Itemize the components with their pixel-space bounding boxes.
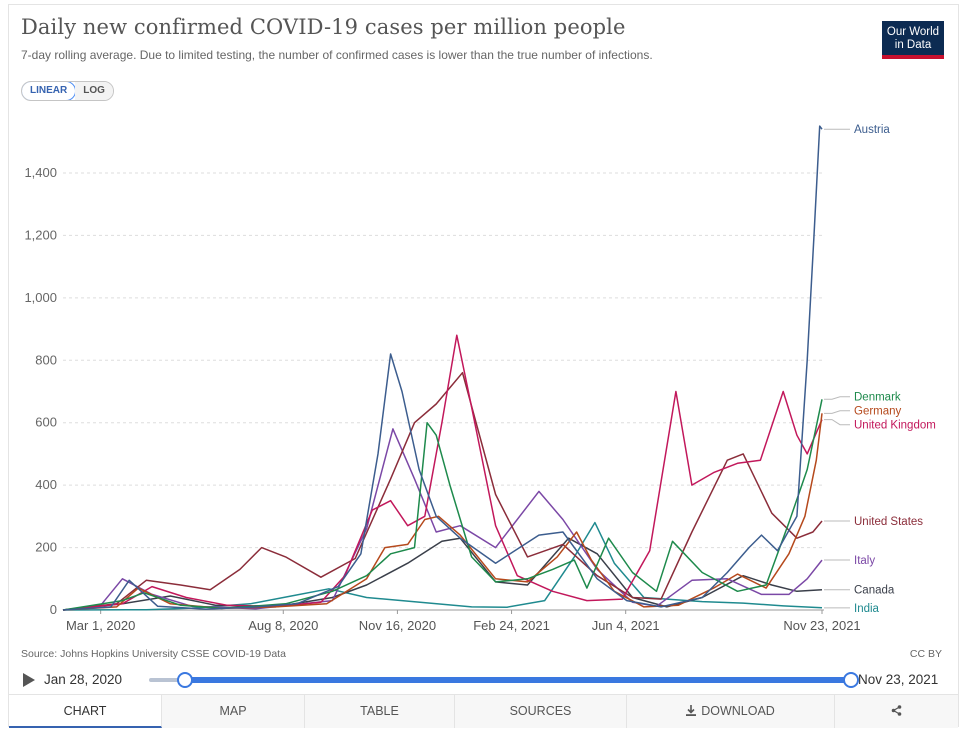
download-icon <box>686 705 697 716</box>
tab-share[interactable] <box>835 695 958 728</box>
license-label[interactable]: CC BY <box>909 648 942 660</box>
series-line-united-kingdom <box>62 334 823 611</box>
y-tick-label: 200 <box>35 540 57 555</box>
chart-title: Daily new confirmed COVID-19 cases per m… <box>21 15 626 39</box>
legend-connector <box>824 419 850 426</box>
y-tick-label: 1,400 <box>24 165 57 180</box>
timeline-end-label: Nov 23, 2021 <box>858 672 939 687</box>
legend-connector <box>824 410 850 414</box>
series-label: Canada <box>854 585 895 597</box>
series-line-india <box>62 521 823 611</box>
series-line-united-states <box>62 371 823 611</box>
tab-sources[interactable]: SOURCES <box>455 695 627 728</box>
series-label: United Kingdom <box>854 420 936 432</box>
tab-table[interactable]: TABLE <box>305 695 455 728</box>
series-label: United States <box>854 516 923 528</box>
tab-chart[interactable]: CHART <box>9 695 162 728</box>
y-tick-label: 0 <box>50 602 57 617</box>
owid-logo[interactable]: Our World in Data <box>882 21 944 59</box>
logo-line-2: in Data <box>894 39 932 51</box>
scale-toggle: LINEAR LOG <box>21 81 114 101</box>
timeline: Jan 28, 2020 Nov 23, 2021 <box>21 669 951 691</box>
y-tick-label: 400 <box>35 477 57 492</box>
y-tick-label: 1,200 <box>24 227 57 242</box>
line-chart: 0 200 400 600 800 1,000 1,200 1,400 Mar 1, 2020 A… <box>24 124 936 633</box>
x-tick-label: Mar 1, 2020 <box>66 618 135 633</box>
series-label: India <box>854 603 880 615</box>
play-icon[interactable] <box>23 673 35 687</box>
tab-bar: CHART MAP TABLE SOURCES DOWNLOAD <box>9 694 958 728</box>
series-label: Germany <box>854 406 902 418</box>
y-tick-label: 600 <box>35 415 57 430</box>
tab-map[interactable]: MAP <box>162 695 305 728</box>
download-label: DOWNLOAD <box>701 704 775 718</box>
x-tick-label: Aug 8, 2020 <box>248 618 318 633</box>
timeline-start-label: Jan 28, 2020 <box>44 672 123 687</box>
series-line-canada <box>62 537 823 611</box>
log-scale-button[interactable]: LOG <box>75 82 113 100</box>
share-icon <box>891 705 902 716</box>
timeline-start-handle[interactable] <box>177 672 193 688</box>
x-tick-label: Nov 16, 2020 <box>359 618 436 633</box>
series-line-denmark <box>62 399 823 611</box>
timeline-track[interactable] <box>185 677 849 683</box>
chart-subtitle: 7-day rolling average. Due to limited te… <box>21 48 653 62</box>
y-tick-label: 800 <box>35 352 57 367</box>
tab-download[interactable]: DOWNLOAD <box>627 695 835 728</box>
logo-line-1: Our World <box>886 26 940 38</box>
series-line-austria <box>62 125 823 611</box>
chart-frame: Daily new confirmed COVID-19 cases per m… <box>8 4 959 728</box>
series-label: Denmark <box>854 392 901 404</box>
series-line-germany <box>62 413 823 611</box>
series-label: Italy <box>854 555 875 567</box>
timeline-end-handle[interactable] <box>843 672 859 688</box>
legend-connector <box>824 396 850 400</box>
x-tick-label: Nov 23, 2021 <box>783 618 860 633</box>
timeline-track-background <box>149 678 185 682</box>
x-tick-label: Jun 4, 2021 <box>592 618 660 633</box>
x-tick-label: Feb 24, 2021 <box>473 618 550 633</box>
y-tick-label: 1,000 <box>24 290 57 305</box>
series-label: Austria <box>854 124 890 136</box>
source-note[interactable]: Source: Johns Hopkins University CSSE CO… <box>21 648 286 660</box>
